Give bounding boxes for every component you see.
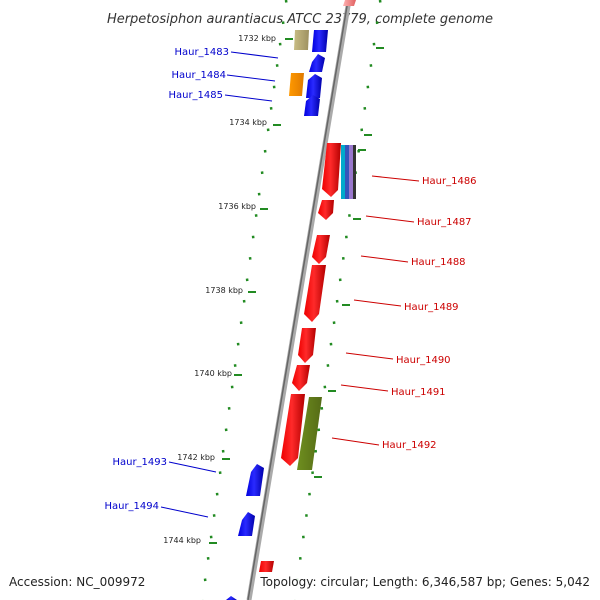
gene-label-Haur_1484[interactable]: Haur_1484 bbox=[171, 70, 226, 81]
gene-feature-Haur_1488[interactable] bbox=[312, 235, 330, 264]
gene-label-Haur_1488[interactable]: Haur_1488 bbox=[411, 257, 466, 268]
gene-feature-Haur_1485[interactable] bbox=[304, 95, 320, 116]
forward-gene-labels: Haur_1483 Haur_1484 Haur_1485 Haur_1493 … bbox=[104, 47, 279, 518]
topology-text: Topology: circular; Length: 6,346,587 bp… bbox=[259, 575, 590, 589]
connector-line bbox=[331, 437, 380, 446]
forward-strand-genes bbox=[226, 30, 328, 600]
gene-label-Haur_1487[interactable]: Haur_1487 bbox=[417, 217, 472, 228]
accession-text: Accession: NC_009972 bbox=[9, 575, 145, 589]
gene-feature-Haur_1486[interactable] bbox=[322, 143, 341, 197]
kbp-labels: 1732 kbp 1734 kbp 1736 kbp 1738 kbp 1740… bbox=[163, 34, 276, 545]
kbp-label-1734: 1734 kbp bbox=[229, 118, 267, 127]
gene-label-Haur_1492[interactable]: Haur_1492 bbox=[382, 440, 437, 451]
kbp-tick-marks bbox=[209, 38, 293, 544]
connector-line bbox=[353, 299, 402, 307]
map-title: Herpetosiphon aurantiacus ATCC 23779, co… bbox=[107, 12, 493, 27]
gene-feature-olive[interactable] bbox=[297, 397, 322, 470]
connector-line bbox=[340, 384, 389, 392]
kbp-label-1732: 1732 kbp bbox=[238, 34, 276, 43]
gene-feature-partial-top[interactable] bbox=[343, 0, 356, 6]
connector-line bbox=[365, 215, 415, 223]
genome-backbone bbox=[246, 0, 352, 600]
gene-feature-purple-stripe[interactable] bbox=[349, 145, 353, 199]
right-boundary-marks bbox=[314, 47, 384, 478]
gene-feature-blue-stripe[interactable] bbox=[345, 145, 349, 199]
gene-feature-cyan[interactable] bbox=[341, 145, 345, 199]
left-tick-track bbox=[202, 0, 288, 600]
connector-line bbox=[160, 506, 209, 518]
connector-line bbox=[226, 74, 276, 82]
gene-feature-dark-stripe[interactable] bbox=[353, 145, 356, 199]
gene-feature-Haur_1489[interactable] bbox=[304, 265, 326, 322]
gene-label-Haur_1486[interactable]: Haur_1486 bbox=[422, 176, 477, 187]
gene-label-Haur_1494[interactable]: Haur_1494 bbox=[104, 501, 159, 512]
gene-feature-khaki[interactable] bbox=[294, 30, 309, 50]
gene-feature-Haur_1484[interactable] bbox=[289, 73, 304, 96]
genome-backbone-edge bbox=[247, 0, 349, 600]
gene-feature-Haur_1483[interactable] bbox=[312, 30, 328, 52]
kbp-label-1738: 1738 kbp bbox=[205, 286, 243, 295]
connector-line bbox=[224, 94, 273, 102]
connector-line bbox=[360, 255, 409, 263]
kbp-label-1742: 1742 kbp bbox=[177, 453, 215, 462]
connector-line bbox=[168, 461, 217, 473]
reverse-gene-labels: Haur_1486 Haur_1487 Haur_1488 Haur_1489 … bbox=[331, 175, 477, 451]
gene-feature-partial[interactable] bbox=[226, 596, 237, 600]
gene-label-Haur_1489[interactable]: Haur_1489 bbox=[404, 302, 459, 313]
kbp-label-1740: 1740 kbp bbox=[194, 369, 232, 378]
gene-feature-Haur_1492[interactable] bbox=[281, 394, 305, 466]
gene-label-Haur_1490[interactable]: Haur_1490 bbox=[396, 355, 451, 366]
connector-line bbox=[230, 51, 279, 59]
gene-feature-Haur_1484b[interactable] bbox=[306, 74, 322, 98]
footer-bg bbox=[258, 574, 592, 590]
gene-feature-Haur_1494[interactable] bbox=[238, 512, 255, 536]
kbp-label-1744: 1744 kbp bbox=[163, 536, 201, 545]
connector-line bbox=[345, 352, 394, 360]
gene-label-Haur_1491[interactable]: Haur_1491 bbox=[391, 387, 446, 398]
gene-label-Haur_1483[interactable]: Haur_1483 bbox=[174, 47, 229, 58]
gene-label-Haur_1493[interactable]: Haur_1493 bbox=[112, 457, 167, 468]
gene-feature-Haur_1491[interactable] bbox=[292, 365, 310, 391]
connector-line bbox=[371, 175, 420, 182]
gene-feature-partial-bottom[interactable] bbox=[259, 561, 274, 572]
kbp-label-1736: 1736 kbp bbox=[218, 202, 256, 211]
gene-feature-Haur_1487[interactable] bbox=[318, 200, 334, 220]
gene-feature-Haur_1483b[interactable] bbox=[309, 54, 325, 72]
gene-feature-Haur_1490[interactable] bbox=[298, 328, 316, 363]
gene-label-Haur_1485[interactable]: Haur_1485 bbox=[168, 90, 223, 101]
gene-feature-Haur_1493[interactable] bbox=[246, 464, 264, 496]
reverse-strand-genes bbox=[259, 0, 356, 572]
